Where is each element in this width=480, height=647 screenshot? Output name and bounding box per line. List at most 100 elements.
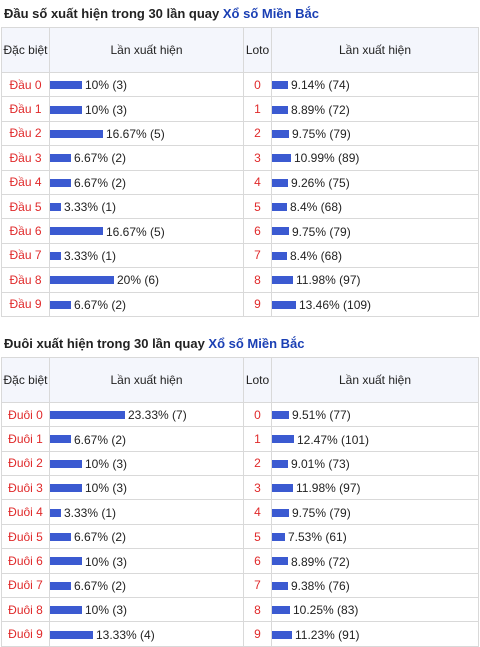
special-count-cell: 3.33% (1) bbox=[49, 193, 244, 220]
row-label: Đuôi 0 bbox=[1, 401, 50, 428]
loto-count-cell: 11.98% (97) bbox=[271, 267, 479, 293]
loto-count-cell: 9.51% (77) bbox=[271, 401, 479, 428]
special-bar bbox=[50, 178, 71, 187]
loto-label: 9 bbox=[243, 291, 272, 317]
loto-bar bbox=[272, 459, 288, 468]
special-bar bbox=[50, 581, 71, 590]
row-label: Đuôi 4 bbox=[1, 499, 50, 525]
special-bar bbox=[50, 557, 82, 566]
special-count-cell: 6.67% (2) bbox=[49, 291, 244, 317]
loto-value: 11.98% (97) bbox=[296, 481, 361, 496]
special-value: 6.67% (2) bbox=[74, 529, 127, 544]
loto-count-cell: 9.75% (79) bbox=[271, 120, 479, 147]
special-count-cell: 16.67% (5) bbox=[49, 120, 244, 147]
special-value: 10% (3) bbox=[85, 102, 128, 117]
special-count-cell: 20% (6) bbox=[49, 267, 244, 293]
loto-label: 8 bbox=[243, 597, 272, 623]
loto-label: 7 bbox=[243, 242, 272, 269]
loto-bar bbox=[272, 203, 287, 212]
table-row: Đuôi 5 6.67% (2) 5 7.53% (61) bbox=[1, 523, 479, 550]
special-value: 6.67% (2) bbox=[74, 175, 127, 190]
table-row: Đầu 7 3.33% (1) 7 8.4% (68) bbox=[1, 242, 479, 269]
loto-label: 4 bbox=[243, 499, 272, 525]
header-row: Đặc biệt Lần xuất hiện Loto Lần xuất hiện bbox=[1, 356, 479, 403]
loto-count-cell: 9.75% (79) bbox=[271, 218, 479, 244]
loto-count-cell: 13.46% (109) bbox=[271, 291, 479, 317]
special-count-cell: 13.33% (4) bbox=[49, 621, 244, 647]
special-value: 23.33% (7) bbox=[128, 408, 187, 423]
loto-bar bbox=[272, 129, 289, 138]
loto-count-cell: 8.4% (68) bbox=[271, 242, 479, 269]
row-label: Đầu 8 bbox=[1, 267, 50, 293]
special-count-cell: 10% (3) bbox=[49, 548, 244, 574]
special-value: 10% (3) bbox=[85, 603, 128, 618]
special-count-cell: 10% (3) bbox=[49, 96, 244, 122]
table-row: Đuôi 6 10% (3) 6 8.89% (72) bbox=[1, 548, 479, 574]
loto-value: 9.51% (77) bbox=[292, 408, 351, 423]
row-label: Đầu 2 bbox=[1, 120, 50, 147]
stats-table: Đặc biệt Lần xuất hiện Loto Lần xuất hiện Đầ… bbox=[1, 27, 479, 317]
special-bar bbox=[50, 227, 103, 236]
special-value: 6.67% (2) bbox=[74, 578, 127, 593]
special-bar bbox=[50, 154, 71, 163]
loto-count-cell: 9.14% (74) bbox=[271, 71, 479, 98]
loto-bar bbox=[272, 154, 291, 163]
loto-value: 9.38% (76) bbox=[291, 578, 350, 593]
special-bar bbox=[50, 276, 114, 285]
loto-value: 12.47% (101) bbox=[297, 432, 370, 447]
loto-count-cell: 10.25% (83) bbox=[271, 597, 479, 623]
special-bar bbox=[50, 435, 71, 444]
loto-label: 5 bbox=[243, 523, 272, 550]
special-bar bbox=[50, 203, 61, 212]
header-loto-count: Lần xuất hiện bbox=[271, 27, 479, 73]
loto-bar bbox=[272, 300, 296, 309]
loto-bar bbox=[272, 581, 288, 590]
special-count-cell: 10% (3) bbox=[49, 450, 244, 477]
section-title: Đuôi xuất hiện trong 30 lần quay Xổ số M… bbox=[0, 330, 480, 357]
lottery-link[interactable]: Xổ số Miền Bắc bbox=[222, 6, 319, 21]
special-count-cell: 10% (3) bbox=[49, 71, 244, 98]
loto-label: 3 bbox=[243, 145, 272, 171]
row-label: Đầu 0 bbox=[1, 71, 50, 98]
loto-value: 8.4% (68) bbox=[290, 200, 343, 215]
loto-count-cell: 9.38% (76) bbox=[271, 572, 479, 599]
loto-value: 10.25% (83) bbox=[293, 603, 359, 618]
section-title-text: Đầu số xuất hiện trong 30 lần quay bbox=[4, 6, 223, 21]
loto-value: 13.46% (109) bbox=[299, 297, 372, 312]
loto-count-cell: 11.23% (91) bbox=[271, 621, 479, 647]
special-count-cell: 10% (3) bbox=[49, 597, 244, 623]
loto-value: 11.98% (97) bbox=[296, 273, 361, 288]
loto-label: 6 bbox=[243, 218, 272, 244]
table-row: Đầu 2 16.67% (5) 2 9.75% (79) bbox=[1, 120, 479, 147]
loto-value: 8.89% (72) bbox=[291, 102, 350, 117]
loto-bar bbox=[272, 81, 288, 90]
table-row: Đầu 0 10% (3) 0 9.14% (74) bbox=[1, 71, 479, 98]
row-label: Đuôi 7 bbox=[1, 572, 50, 599]
loto-count-cell: 7.53% (61) bbox=[271, 523, 479, 550]
loto-count-cell: 9.26% (75) bbox=[271, 169, 479, 195]
table-row: Đầu 8 20% (6) 8 11.98% (97) bbox=[1, 267, 479, 293]
loto-bar bbox=[272, 178, 288, 187]
table-row: Đầu 1 10% (3) 1 8.89% (72) bbox=[1, 96, 479, 122]
special-bar bbox=[50, 606, 82, 615]
table-row: Đuôi 4 3.33% (1) 4 9.75% (79) bbox=[1, 499, 479, 525]
table-row: Đuôi 2 10% (3) 2 9.01% (73) bbox=[1, 450, 479, 477]
table-row: Đầu 4 6.67% (2) 4 9.26% (75) bbox=[1, 169, 479, 195]
row-label: Đầu 6 bbox=[1, 218, 50, 244]
lottery-link[interactable]: Xổ số Miền Bắc bbox=[208, 335, 305, 351]
loto-bar bbox=[272, 227, 289, 236]
loto-label: 4 bbox=[243, 169, 272, 195]
loto-label: 6 bbox=[243, 548, 272, 574]
special-value: 3.33% (1) bbox=[64, 200, 117, 215]
loto-label: 0 bbox=[243, 71, 272, 98]
loto-value: 8.4% (68) bbox=[290, 248, 343, 263]
table-row: Đuôi 3 10% (3) 3 11.98% (97) bbox=[1, 475, 479, 501]
section-gap bbox=[0, 317, 480, 330]
header-special: Đặc biệt bbox=[1, 356, 50, 403]
header-count: Lần xuất hiện bbox=[49, 356, 244, 403]
loto-value: 9.01% (73) bbox=[291, 456, 350, 471]
special-count-cell: 23.33% (7) bbox=[49, 401, 244, 428]
loto-count-cell: 8.89% (72) bbox=[271, 548, 479, 574]
loto-label: 2 bbox=[243, 450, 272, 477]
